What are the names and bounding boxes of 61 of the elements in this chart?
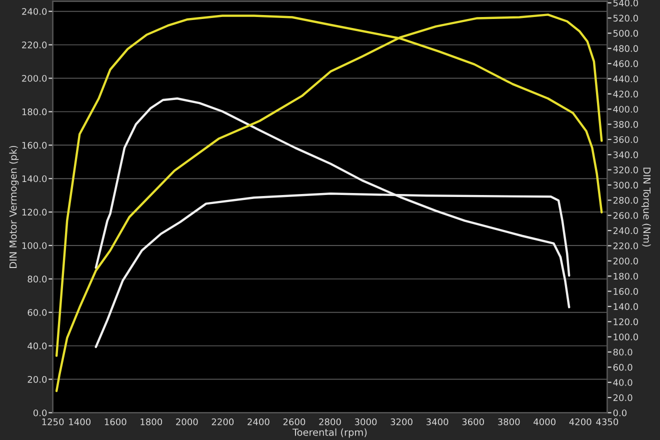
y-tick-label: 220.0 <box>22 42 47 48</box>
y2-tick-label: 500.0 <box>613 30 638 37</box>
y-tick-label: 100.0 <box>22 242 47 250</box>
x-tick-label: 2400 <box>248 418 270 426</box>
y2-tick-label: 440.0 <box>613 75 638 82</box>
y-axis-title: DIN Motor Vermogen (pk) <box>9 146 19 268</box>
x-tick-label: 1600 <box>104 418 126 426</box>
y2-tick-label: 400.0 <box>613 106 638 113</box>
y2-tick-label: 320.0 <box>613 166 638 174</box>
y2-tick-label: 420.0 <box>613 90 638 98</box>
y2-tick-label: 240.0 <box>613 227 638 234</box>
y2-tick-label: 160.0 <box>614 288 638 295</box>
y-tick-label: 180.0 <box>22 108 47 116</box>
y-tick-label: 160.0 <box>22 142 47 149</box>
y2-tick-label: 40.0 <box>613 379 632 386</box>
x-tick-label: 4200 <box>569 418 592 426</box>
y2-tick-label: 180.0 <box>614 272 638 280</box>
x-tick-label: 2000 <box>176 418 198 426</box>
y-tick-label: 40.0 <box>28 342 47 350</box>
x-tick-label: 3000 <box>354 418 377 426</box>
y2-tick-label: 280.0 <box>613 196 638 204</box>
y2-tick-label: 480.0 <box>613 45 638 52</box>
y2-tick-label: 520.0 <box>613 14 638 22</box>
x-tick-label: 1250 <box>42 418 64 426</box>
y-tick-label: 0.0 <box>33 409 47 416</box>
y-tick-label: 20.0 <box>28 376 47 383</box>
y2-tick-label: 120.0 <box>614 318 638 326</box>
y-tick-label: 200.0 <box>22 74 47 82</box>
x-tick-label: 1400 <box>69 418 91 426</box>
y2-tick-label: 140.0 <box>614 303 638 310</box>
y2-tick-label: 340.0 <box>613 151 638 158</box>
y-tick-label: 60.0 <box>28 309 47 316</box>
y2-tick-label: 60.0 <box>613 364 632 371</box>
x-tick-label: 1800 <box>140 418 162 426</box>
y2-tick-label: 540.0 <box>613 0 638 6</box>
y2-tick-label: 220.0 <box>613 242 638 250</box>
y2-tick-label: 300.0 <box>613 182 638 189</box>
y2-tick-label: 100.0 <box>614 334 638 340</box>
x-tick-label: 3800 <box>498 418 520 426</box>
y-tick-label: 80.0 <box>28 276 47 282</box>
y2-tick-label: 360.0 <box>613 136 638 144</box>
y2-axis-title: DIN Torque (Nm) <box>641 168 651 246</box>
y-tick-label: 120.0 <box>22 208 47 216</box>
y2-tick-label: 80.0 <box>613 348 632 356</box>
x-tick-label: 3200 <box>390 418 412 426</box>
y2-tick-label: 200.0 <box>613 258 638 264</box>
x-tick-label: 2200 <box>212 418 234 426</box>
y2-tick-label: 380.0 <box>613 121 638 128</box>
x-tick-label: 2600 <box>283 418 306 426</box>
y-tick-label: 140.0 <box>22 175 47 182</box>
x-tick-label: 2800 <box>319 418 341 426</box>
x-tick-label: 3600 <box>462 418 484 426</box>
y2-tick-label: 460.0 <box>613 60 638 68</box>
x-tick-label: 4350 <box>596 418 618 426</box>
x-tick-label: 4000 <box>534 418 556 426</box>
y2-tick-label: 0.0 <box>613 409 627 416</box>
x-tick-label: 3400 <box>426 418 448 426</box>
x-axis-title: Toerental (rpm) <box>292 428 367 438</box>
y2-tick-label: 20.0 <box>613 394 632 402</box>
y2-tick-label: 260.0 <box>613 212 638 219</box>
y-tick-label: 240.0 <box>22 8 47 15</box>
